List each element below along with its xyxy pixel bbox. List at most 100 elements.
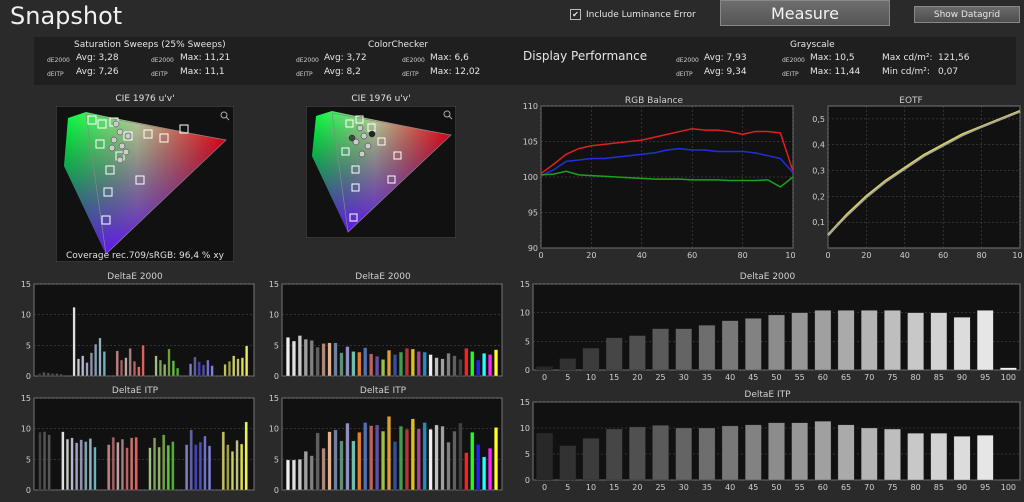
bar (128, 348, 132, 377)
bar (167, 348, 171, 377)
x-tick-label: 40 (725, 483, 735, 492)
bar (488, 354, 493, 377)
bar (81, 355, 85, 377)
metric-label: dEITP (151, 71, 168, 78)
stat-label: Min cd/m²: (882, 67, 930, 77)
include-luminance-checkbox[interactable]: ✔ Include Luminance Error (570, 9, 696, 20)
bar (189, 429, 193, 491)
bar (375, 356, 380, 377)
bar (464, 348, 469, 377)
bar (46, 372, 50, 377)
bar (235, 440, 239, 491)
bar (387, 416, 391, 491)
x-tick-label: 95 (980, 483, 990, 492)
bar (605, 337, 623, 371)
x-tick-label: 45 (748, 483, 758, 492)
y-tick-label: 10 (269, 311, 279, 320)
bar (193, 356, 197, 377)
chart-title: DeltaE ITP (112, 386, 159, 396)
bar (494, 427, 498, 491)
x-tick-label: 25 (655, 373, 665, 382)
display-performance-label: Display Performance (523, 49, 648, 63)
gs-title: Grayscale (790, 40, 835, 50)
bar (55, 373, 59, 377)
x-tick-label: 80 (911, 373, 921, 382)
stat-value: Avg: 7,93 (704, 53, 747, 63)
y-tick-label: 5 (525, 450, 530, 459)
y-tick-label: 110 (523, 102, 538, 111)
bar (84, 441, 88, 491)
x-tick-label: 40 (637, 251, 647, 260)
x-tick-label: 65 (841, 483, 851, 492)
coverage-label: Coverage rec.709/sRGB: 96,4 % xy (66, 251, 225, 261)
bar (120, 438, 124, 491)
measure-button[interactable]: Measure (720, 0, 890, 26)
bar (416, 351, 421, 377)
bar (85, 362, 89, 377)
bar (107, 444, 111, 491)
bar (75, 442, 79, 491)
bar (791, 422, 808, 481)
cie-diagram-2[interactable] (306, 106, 456, 238)
y-tick-label: 10 (520, 424, 530, 433)
x-tick-label: 15 (609, 373, 619, 382)
bar (369, 425, 374, 491)
bar (381, 430, 386, 491)
y-tick-label: 15 (269, 394, 279, 403)
bar (339, 440, 344, 491)
series-line (540, 127, 794, 175)
bar (860, 310, 878, 371)
bar (245, 345, 249, 377)
bar (434, 424, 439, 491)
x-tick-label: 70 (864, 373, 874, 382)
cie-diagram-1[interactable]: Coverage rec.709/sRGB: 96,4 % xy (56, 106, 234, 262)
bar (536, 366, 553, 371)
bar (93, 446, 97, 491)
metric-label: dE2000 (151, 57, 174, 64)
bar (434, 357, 439, 377)
bar (440, 358, 445, 377)
bar (148, 447, 152, 491)
x-tick-label: 55 (795, 483, 805, 492)
y-tick-label: 0 (26, 372, 31, 381)
bar (125, 447, 129, 491)
bar (884, 310, 901, 371)
bar (440, 426, 445, 491)
bar (745, 424, 762, 481)
plot-area (281, 283, 503, 377)
x-tick-label: 60 (818, 373, 828, 382)
stat-value: Max: 11,44 (810, 67, 861, 77)
bar (422, 422, 427, 491)
y-tick-label: 15 (21, 280, 31, 289)
x-tick-label: 75 (887, 373, 897, 382)
bar (422, 351, 427, 377)
bar (198, 442, 202, 491)
x-tick-label: 90 (957, 373, 967, 382)
bar (115, 350, 119, 377)
bar (393, 441, 397, 491)
bar (652, 425, 669, 481)
bar (303, 339, 308, 377)
chart-title: DeltaE ITP (360, 386, 407, 396)
y-tick-label: 10 (269, 425, 279, 434)
cie-title: CIE 1976 u'v' (115, 94, 175, 104)
x-tick-label: 60 (938, 251, 948, 260)
metric-label: dE2000 (47, 57, 70, 64)
checkmark-icon[interactable]: ✔ (570, 9, 581, 20)
chart-title: RGB Balance (625, 96, 684, 106)
bar (240, 357, 244, 377)
bar (72, 307, 76, 377)
bar (559, 445, 577, 481)
bar (226, 444, 230, 491)
bar (721, 425, 739, 481)
show-datagrid-button[interactable]: Show Datagrid (914, 6, 1020, 23)
plot-area (281, 397, 503, 491)
cc-de2000-chart: DeltaE 2000 0 5 10 15 (262, 270, 504, 384)
bar (65, 438, 69, 491)
y-tick-label: 5 (274, 341, 279, 350)
bar (629, 335, 646, 371)
x-tick-label: 80 (977, 251, 987, 260)
bar (197, 361, 201, 377)
bar (171, 360, 175, 377)
bar (38, 373, 42, 377)
